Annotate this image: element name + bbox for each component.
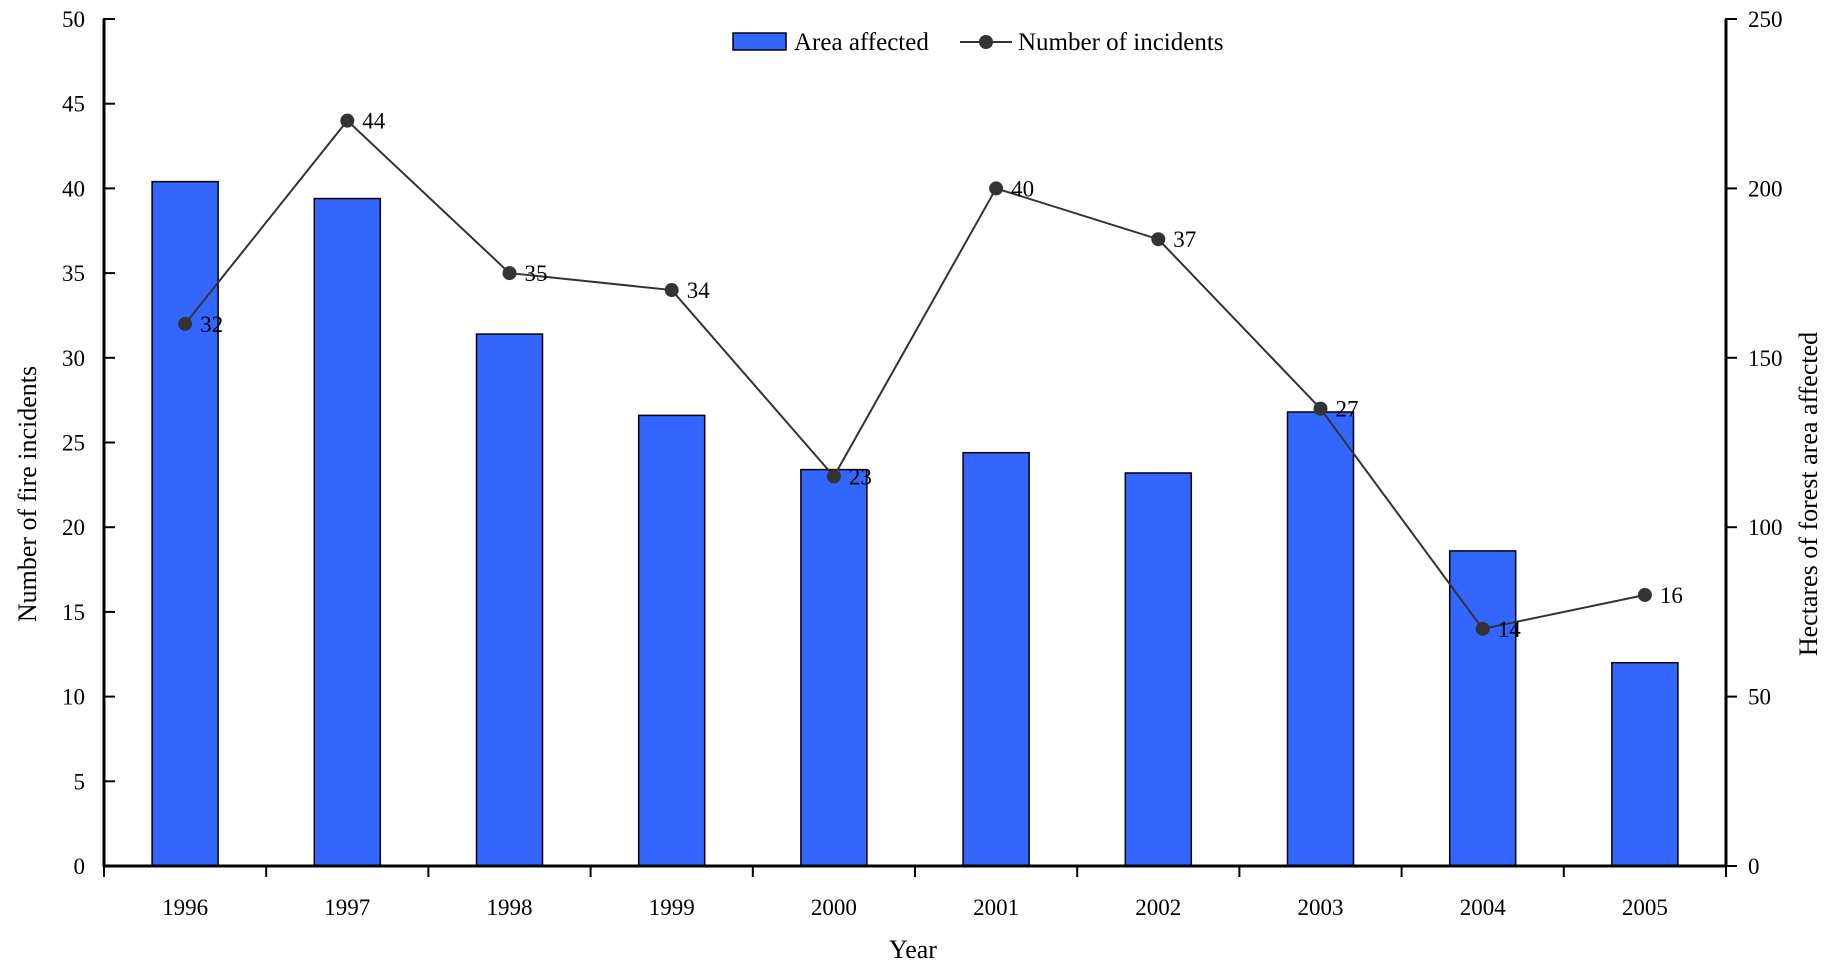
bar-1999 xyxy=(637,414,706,867)
x-tick-label-1996: 1996 xyxy=(162,895,208,920)
bar-2002 xyxy=(1124,472,1193,867)
x-tick-label-2003: 2003 xyxy=(1298,895,1344,920)
y-tick-label-left-35: 35 xyxy=(62,261,85,286)
x-tick-label-2004: 2004 xyxy=(1460,895,1507,920)
incidents-data-label-2005: 16 xyxy=(1660,583,1683,608)
incidents-point-2000 xyxy=(826,469,841,484)
y-axis-title-left: Number of fire incidents xyxy=(13,366,42,622)
incidents-data-label-1998: 35 xyxy=(525,261,548,286)
axes-layer: 0 5 10 15 20 25 30 35 40 45 50 0 50 100 150 200 250 1996 1… xyxy=(62,7,1783,920)
bar-2000 xyxy=(800,468,868,867)
bar-1998 xyxy=(475,333,544,867)
y-tick-label-left-10: 10 xyxy=(62,685,85,710)
y-tick-label-left-45: 45 xyxy=(62,92,85,117)
y-tick-label-right-250: 250 xyxy=(1748,7,1783,32)
y-tick-label-right-100: 100 xyxy=(1748,515,1783,540)
incidents-data-label-2003: 27 xyxy=(1336,397,1359,422)
incidents-point-1998 xyxy=(502,266,517,281)
incidents-point-2003 xyxy=(1313,401,1328,416)
incidents-point-1999 xyxy=(664,283,679,298)
y-tick-label-left-15: 15 xyxy=(62,600,85,625)
y-tick-label-right-200: 200 xyxy=(1748,176,1783,201)
incidents-point-2004 xyxy=(1475,621,1490,636)
labels-layer: 32 44 35 34 23 40 37 27 14 16 xyxy=(200,109,1683,642)
legend-bar-swatch xyxy=(732,32,787,51)
incidents-point-1996 xyxy=(178,316,193,331)
y-tick-label-right-50: 50 xyxy=(1748,685,1771,710)
incidents-data-label-1997: 44 xyxy=(362,109,386,134)
x-axis-title: Year xyxy=(889,935,937,964)
bar-2001 xyxy=(962,451,1030,867)
bar-2003 xyxy=(1286,411,1355,867)
x-tick-label-1997: 1997 xyxy=(324,895,370,920)
incidents-point-2002 xyxy=(1151,232,1166,247)
legend-bar-label: Area affected xyxy=(794,29,929,56)
y-tick-label-right-0: 0 xyxy=(1748,854,1760,879)
bar-1997 xyxy=(313,197,382,867)
x-tick-label-2001: 2001 xyxy=(973,895,1019,920)
x-tick-label-2005: 2005 xyxy=(1622,895,1668,920)
incidents-data-label-1996: 32 xyxy=(200,312,223,337)
incidents-line xyxy=(184,119,1646,630)
legend-line-marker xyxy=(979,35,993,49)
x-tick-label-2002: 2002 xyxy=(1135,895,1181,920)
incidents-data-label-2002: 37 xyxy=(1173,227,1196,252)
x-tick-label-1999: 1999 xyxy=(649,895,695,920)
legend-line-label: Number of incidents xyxy=(1018,29,1224,56)
bar-1996 xyxy=(151,180,219,867)
incidents-data-label-1999: 34 xyxy=(687,278,711,303)
incidents-data-label-2000: 23 xyxy=(849,464,872,489)
incidents-point-2005 xyxy=(1637,587,1652,602)
legend: Area affected Number of incidents xyxy=(732,29,1224,56)
incidents-data-label-2004: 14 xyxy=(1498,617,1522,642)
y-axis-title-right: Hectares of forest area affected xyxy=(1794,332,1823,656)
line-layer xyxy=(178,113,1652,636)
y-tick-label-left-40: 40 xyxy=(62,176,85,201)
y-tick-label-left-25: 25 xyxy=(62,431,85,456)
bars-layer xyxy=(151,180,1679,867)
incidents-point-1997 xyxy=(340,113,355,128)
incidents-data-label-2001: 40 xyxy=(1011,176,1034,201)
y-tick-label-left-5: 5 xyxy=(74,769,86,794)
bar-2005 xyxy=(1611,661,1679,867)
y-tick-label-left-0: 0 xyxy=(74,854,86,879)
y-tick-label-left-20: 20 xyxy=(62,515,85,540)
bar-2004 xyxy=(1448,550,1517,867)
x-tick-label-1998: 1998 xyxy=(487,895,533,920)
y-tick-label-left-30: 30 xyxy=(62,346,85,371)
y-tick-label-left-50: 50 xyxy=(62,7,85,32)
x-tick-label-2000: 2000 xyxy=(811,895,857,920)
y-tick-label-right-150: 150 xyxy=(1748,346,1783,371)
incidents-point-2001 xyxy=(989,181,1004,196)
